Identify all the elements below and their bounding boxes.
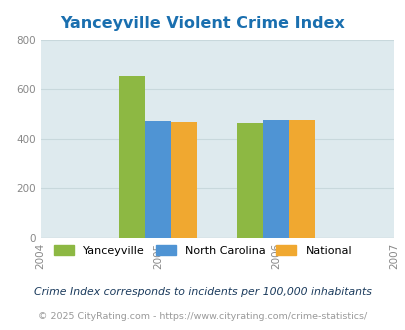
Text: Crime Index corresponds to incidents per 100,000 inhabitants: Crime Index corresponds to incidents per…: [34, 287, 371, 297]
Bar: [288, 120, 314, 238]
Bar: [262, 119, 288, 238]
Text: © 2025 CityRating.com - https://www.cityrating.com/crime-statistics/: © 2025 CityRating.com - https://www.city…: [38, 312, 367, 321]
Bar: [145, 121, 171, 238]
Bar: [237, 123, 262, 238]
Bar: [119, 76, 145, 238]
Legend: Yanceyville, North Carolina, National: Yanceyville, North Carolina, National: [49, 241, 356, 260]
Text: Yanceyville Violent Crime Index: Yanceyville Violent Crime Index: [60, 16, 345, 31]
Bar: [171, 121, 197, 238]
